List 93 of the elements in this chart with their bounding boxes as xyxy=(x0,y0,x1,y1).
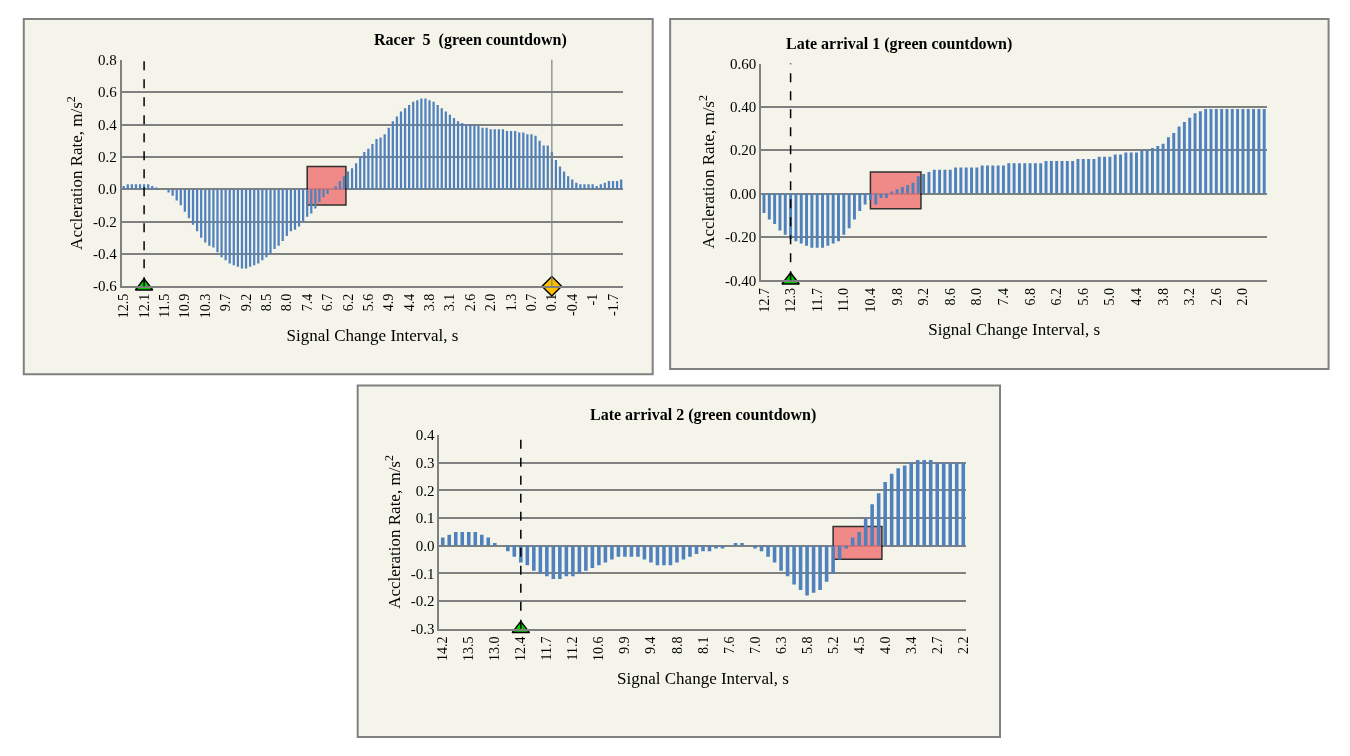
x-tick-label: 13.5 xyxy=(461,636,477,661)
x-tick-label: 11.5 xyxy=(157,293,173,318)
y-tick-label: 0.60 xyxy=(730,55,757,72)
x-tick-label: 5.0 xyxy=(1102,287,1118,306)
x-tick-label: 3.1 xyxy=(442,293,458,312)
x-tick-label: 13.0 xyxy=(487,636,503,661)
x-tick-label: 8.1 xyxy=(695,636,711,654)
x-tick-label: 2.7 xyxy=(929,636,945,654)
x-axis-title: Signal Change Interval, s xyxy=(286,326,459,346)
x-tick-label: 12.3 xyxy=(783,287,799,313)
x-tick-label: 5.6 xyxy=(1075,287,1091,306)
x-tick-label: 4.9 xyxy=(381,293,397,312)
x-tick-label: 4.5 xyxy=(851,636,867,654)
x-tick-label: -0.4 xyxy=(564,293,580,317)
x-tick-label: 3.8 xyxy=(1155,287,1171,306)
chart-title: Racer 5 (green countdown) xyxy=(374,31,567,49)
x-tick-label: 10.3 xyxy=(197,293,213,319)
x-tick-label: -1.7 xyxy=(605,293,621,317)
y-tick-label: -0.2 xyxy=(410,593,435,610)
x-axis-title: Signal Change Interval, s xyxy=(928,320,1101,340)
x-tick-label: 2.2 xyxy=(955,636,971,654)
x-tick-label: 0.7 xyxy=(524,293,540,312)
x-tick-label: 8.0 xyxy=(279,293,295,312)
x-tick-label: 6.3 xyxy=(773,636,789,654)
x-tick-label: 2.0 xyxy=(483,293,499,312)
x-tick-label: 6.7 xyxy=(320,293,336,312)
x-tick-label: 10.6 xyxy=(591,636,607,661)
y-tick-label: 0.2 xyxy=(97,149,117,166)
x-tick-label: 11.2 xyxy=(565,636,581,661)
x-tick-label: 3.2 xyxy=(1182,287,1198,306)
chart-title: Late arrival 1 (green countdown) xyxy=(786,35,1013,53)
y-tick-label: -0.3 xyxy=(410,621,435,638)
x-tick-label: 8.6 xyxy=(942,287,958,306)
y-tick-label: -0.20 xyxy=(725,229,757,246)
y-tick-label: 0.4 xyxy=(415,427,435,444)
x-tick-label: -1 xyxy=(585,293,601,306)
x-tick-label: 2.0 xyxy=(1235,287,1251,306)
y-tick-label: 0.3 xyxy=(415,454,435,471)
x-tick-label: 4.4 xyxy=(1129,287,1145,306)
x-tick-label: 4.0 xyxy=(877,636,893,654)
y-tick-label: 0.1 xyxy=(415,510,435,527)
y-tick-label: -0.6 xyxy=(92,278,118,295)
x-tick-label: 2.6 xyxy=(1208,287,1224,306)
y-tick-label: 0.20 xyxy=(730,142,757,159)
x-tick-label: 9.2 xyxy=(238,293,254,312)
x-tick-label: 9.2 xyxy=(916,287,932,306)
y-tick-label: 0.2 xyxy=(415,482,435,499)
x-tick-label: 4.4 xyxy=(401,293,417,312)
x-tick-label: 5.8 xyxy=(799,636,815,654)
x-tick-label: 8.0 xyxy=(969,287,985,306)
x-tick-label: 9.8 xyxy=(889,287,905,306)
x-tick-label: 9.4 xyxy=(643,636,659,654)
y-tick-label: -0.4 xyxy=(92,246,118,263)
y-tick-label: 0.4 xyxy=(97,116,118,133)
x-tick-label: 10.9 xyxy=(177,293,193,319)
x-tick-label: 8.5 xyxy=(258,293,274,312)
x-tick-label: 12.7 xyxy=(756,287,772,313)
x-tick-label: 11.0 xyxy=(836,287,852,312)
x-tick-label: 0.1 xyxy=(544,293,560,312)
x-tick-label: 10.4 xyxy=(862,287,878,313)
y-tick-label: 0.00 xyxy=(730,185,757,202)
x-tick-label: 12.5 xyxy=(116,293,132,319)
y-tick-label: 0.6 xyxy=(97,84,118,101)
x-tick-label: 7.0 xyxy=(747,636,763,654)
x-tick-label: 6.2 xyxy=(1049,287,1065,306)
x-tick-label: 3.4 xyxy=(903,636,919,654)
x-tick-label: 9.7 xyxy=(218,293,234,312)
y-tick-label: 0.40 xyxy=(730,99,757,116)
x-tick-label: 6.8 xyxy=(1022,287,1038,306)
x-tick-label: 1.3 xyxy=(503,293,519,312)
y-tick-label: 0.8 xyxy=(97,52,117,69)
y-tick-label: 0.0 xyxy=(415,538,435,555)
x-tick-label: 12.4 xyxy=(513,636,529,661)
x-tick-label: 11.7 xyxy=(809,287,825,312)
x-tick-label: 6.2 xyxy=(340,293,356,312)
chart-title: Late arrival 2 (green countdown) xyxy=(590,406,817,424)
x-tick-label: 11.7 xyxy=(539,636,555,661)
x-tick-label: 7.6 xyxy=(721,636,737,654)
x-tick-label: 14.2 xyxy=(435,636,451,661)
y-tick-label: -0.1 xyxy=(410,565,435,582)
x-tick-label: 9.9 xyxy=(617,636,633,654)
x-tick-label: 7.4 xyxy=(996,287,1012,306)
x-tick-label: 12.1 xyxy=(136,293,152,319)
x-tick-label: 5.6 xyxy=(360,293,376,312)
x-tick-label: 8.8 xyxy=(669,636,685,654)
x-tick-label: 5.2 xyxy=(825,636,841,654)
y-tick-label: -0.2 xyxy=(92,213,117,230)
x-tick-label: 3.8 xyxy=(422,293,438,312)
x-tick-label: 2.6 xyxy=(462,293,478,312)
y-tick-label: -0.40 xyxy=(725,272,757,289)
x-tick-label: 7.4 xyxy=(299,293,315,312)
x-axis-title: Signal Change Interval, s xyxy=(617,668,789,688)
y-tick-label: 0.0 xyxy=(97,181,117,198)
